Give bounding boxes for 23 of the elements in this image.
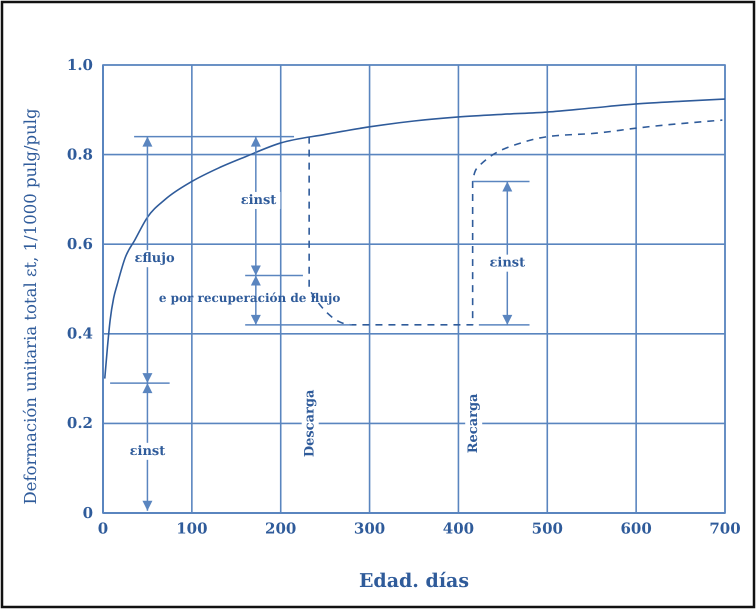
x-tick-label: 500 [532, 520, 563, 538]
y-tick-label: 0.8 [66, 145, 93, 164]
x-tick-label: 600 [620, 520, 652, 538]
annotation: εinst [240, 192, 276, 208]
y-tick-label: 1.0 [66, 56, 93, 74]
annotation: Descarga [302, 389, 318, 458]
x-tick-label: 100 [176, 520, 208, 538]
y-axis-title: Deformación unitaria total εt, 1/1000 pulg/pulg [21, 108, 40, 505]
x-axis-title: Edad. días [358, 570, 470, 592]
annotation: Recarga [466, 392, 482, 454]
annotation: εinst [130, 444, 166, 459]
y-tick-label: 0.2 [66, 414, 93, 432]
x-tick-label: 200 [265, 520, 296, 538]
x-tick-label: 700 [709, 520, 741, 538]
x-tick-label: 400 [442, 520, 474, 538]
y-tick-label: 0.4 [66, 324, 93, 343]
y-tick-label: 0 [82, 504, 93, 522]
x-tick-label: 0 [98, 520, 108, 538]
line-series [104, 98, 726, 380]
annotation: εflujo [134, 251, 175, 266]
annotation: εinst [489, 256, 526, 271]
x-tick-label: 300 [354, 520, 386, 538]
y-tick-label: 0.6 [66, 235, 93, 253]
